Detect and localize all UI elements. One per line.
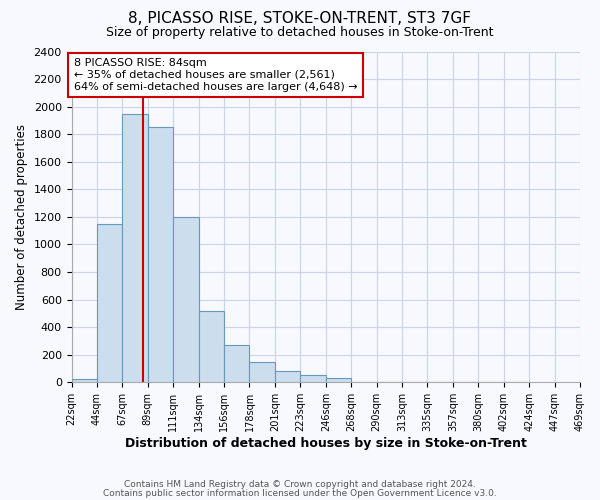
Bar (301, 376, 326, 382)
Text: 8, PICASSO RISE, STOKE-ON-TRENT, ST3 7GF: 8, PICASSO RISE, STOKE-ON-TRENT, ST3 7GF (128, 11, 472, 26)
Bar (97, 224, 122, 382)
Text: Size of property relative to detached houses in Stoke-on-Trent: Size of property relative to detached ho… (106, 26, 494, 39)
Bar (199, 310, 224, 382)
Bar (224, 345, 250, 383)
Bar (71, 379, 97, 382)
X-axis label: Distribution of detached houses by size in Stoke-on-Trent: Distribution of detached houses by size … (125, 437, 527, 450)
Bar (326, 378, 351, 382)
Text: Contains HM Land Registry data © Crown copyright and database right 2024.: Contains HM Land Registry data © Crown c… (124, 480, 476, 489)
Y-axis label: Number of detached properties: Number of detached properties (15, 124, 28, 310)
Bar (173, 217, 199, 382)
Text: 8 PICASSO RISE: 84sqm
← 35% of detached houses are smaller (2,561)
64% of semi-d: 8 PICASSO RISE: 84sqm ← 35% of detached … (74, 58, 357, 92)
Bar (275, 372, 301, 382)
Text: Contains public sector information licensed under the Open Government Licence v3: Contains public sector information licen… (103, 488, 497, 498)
Bar (148, 128, 173, 382)
Bar (122, 114, 148, 382)
Bar (250, 362, 275, 382)
